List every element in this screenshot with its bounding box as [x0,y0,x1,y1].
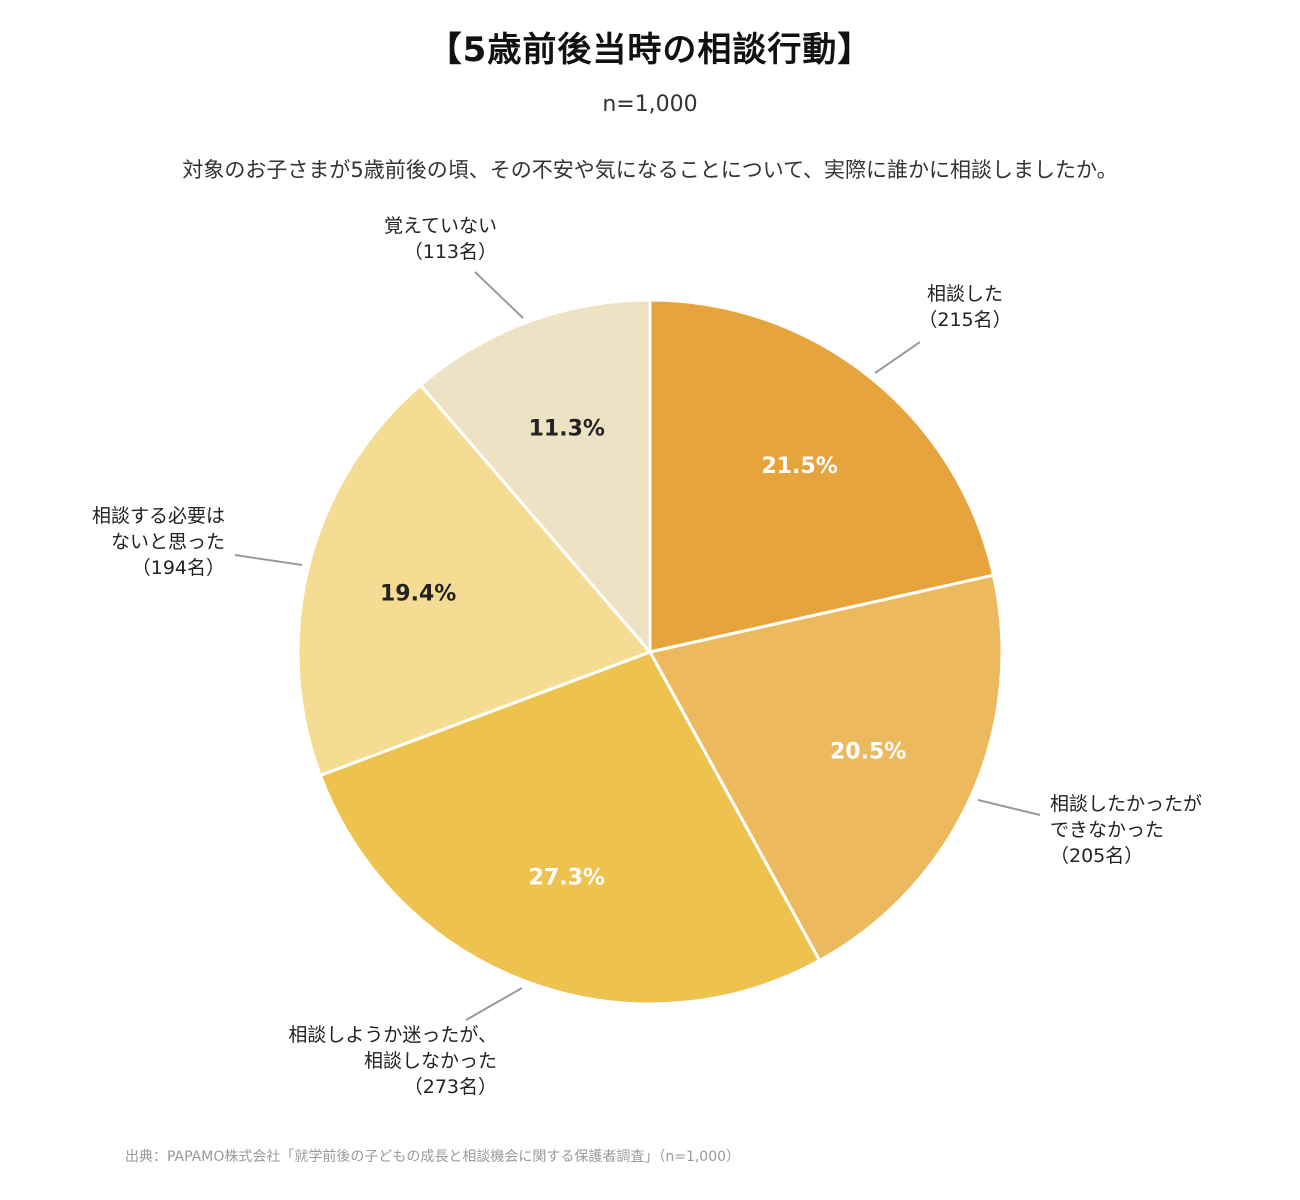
percent-label-4: 19.4% [380,581,456,606]
percent-label-5: 11.3% [529,417,605,442]
percent-label-2: 20.5% [830,740,906,765]
pie-slice-4 [296,382,653,778]
pie-slice-3 [318,650,822,1006]
leader-line-2 [977,799,1041,816]
leader-line-4 [234,554,303,566]
percent-label-1: 21.5% [761,454,837,479]
category-label-2: 相談したかったができなかった（205名） [1050,793,1202,867]
leader-line-3 [465,987,523,1021]
category-label-3: 相談しようか迷ったが、相談しなかった（273名） [288,1024,497,1098]
leader-lines [234,271,1041,1021]
percent-label-3: 27.3% [529,865,605,890]
category-label-5: 覚えていない（113名） [384,215,497,263]
percent-labels: 21.5% 20.5% 27.3% 19.4% 11.3% [380,417,906,891]
pie-slice-5 [418,298,652,657]
sample-size: n=1,000 [602,92,698,117]
leader-line-5 [474,271,524,319]
source-note: 出典：PAPAMO株式会社「就学前後の子どもの成長と相談機会に関する保護者調査」… [125,1149,741,1165]
category-labels: 相談した（215名） 相談したかったができなかった（205名） 相談しようか迷ったが… [92,215,1202,1098]
leader-line-1 [874,341,921,374]
category-label-1: 相談した（215名） [918,283,1011,331]
pie-slice-1 [648,298,996,654]
pie-slice-2 [647,573,1004,963]
category-label-4: 相談する必要はないと思った（194名） [92,505,225,579]
chart-title: 【5歳前後当時の相談行動】 [427,30,873,70]
pie-slices [296,298,1004,1006]
survey-question: 対象のお子さまが5歳前後の頃、その不安や気になることについて、実際に誰かに相談し… [182,158,1118,182]
